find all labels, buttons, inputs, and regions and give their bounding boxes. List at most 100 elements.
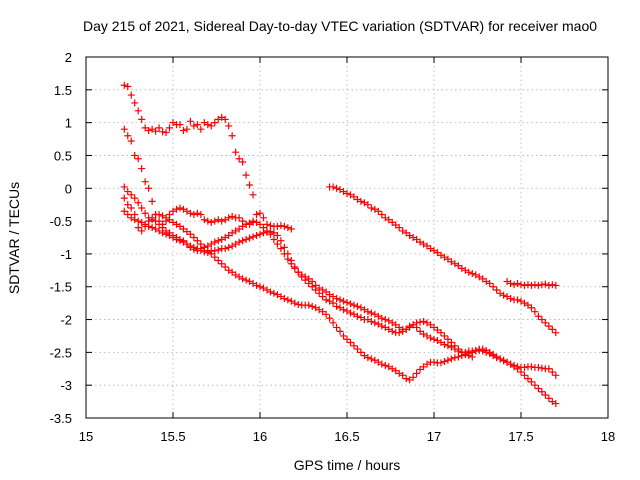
data-point [507, 360, 515, 368]
data-point [517, 281, 525, 289]
data-point [374, 207, 382, 215]
data-point [486, 279, 494, 287]
data-point [454, 353, 462, 361]
data-point [138, 115, 146, 123]
data-point [211, 253, 219, 261]
data-point [176, 121, 184, 129]
data-point [183, 125, 191, 133]
data-point [211, 238, 219, 246]
data-point [364, 201, 372, 209]
data-point [145, 127, 153, 135]
data-point [280, 250, 288, 258]
data-point [427, 334, 435, 342]
data-point [552, 371, 560, 379]
data-point [186, 230, 194, 238]
data-point [155, 211, 163, 219]
data-point [541, 391, 549, 399]
data-point [120, 183, 128, 191]
data-point [527, 281, 535, 289]
x-tick-label: 15 [79, 429, 93, 444]
data-point [127, 137, 135, 145]
data-point [124, 211, 132, 219]
data-point [531, 308, 539, 316]
data-point [207, 122, 215, 130]
data-point [440, 358, 448, 366]
data-point [197, 211, 205, 219]
data-point [155, 124, 163, 132]
data-point [413, 319, 421, 327]
data-point [190, 243, 198, 251]
data-point [211, 247, 219, 255]
data-point [235, 214, 243, 222]
data-point [249, 191, 257, 199]
data-point [514, 279, 522, 287]
series-arc-3 [120, 183, 560, 408]
data-point [218, 260, 226, 268]
data-point [159, 128, 167, 136]
y-tick-label: -1 [60, 247, 72, 262]
data-point [322, 296, 330, 304]
data-point [447, 339, 455, 347]
y-tick-label: 0.5 [54, 148, 72, 163]
data-point [294, 300, 302, 308]
data-point [172, 235, 180, 243]
data-point [246, 181, 254, 189]
data-point [461, 350, 469, 358]
data-point [367, 355, 375, 363]
data-point [287, 225, 295, 233]
data-point [120, 194, 128, 202]
y-tick-label: 0 [65, 181, 72, 196]
data-point [367, 318, 375, 326]
data-point [159, 229, 167, 237]
data-point [329, 299, 337, 307]
data-point [148, 224, 156, 232]
data-point [273, 240, 281, 248]
data-point [475, 346, 483, 354]
data-point [322, 310, 330, 318]
data-point [124, 188, 132, 196]
data-point [409, 373, 417, 381]
data-point [444, 342, 452, 350]
data-point [200, 216, 208, 224]
data-point [211, 119, 219, 127]
x-tick-label: 17 [427, 429, 441, 444]
data-point [280, 222, 288, 230]
y-tick-label: -0.5 [50, 214, 72, 229]
data-point [437, 359, 445, 367]
data-point [186, 242, 194, 250]
data-point [214, 237, 222, 245]
data-point [193, 209, 201, 217]
data-point [239, 237, 247, 245]
data-point [507, 295, 515, 303]
data-point [545, 322, 553, 330]
data-point [246, 234, 254, 242]
data-point [534, 384, 542, 392]
data-point [256, 220, 264, 228]
data-point [333, 184, 341, 192]
data-point [242, 276, 250, 284]
data-point [333, 302, 341, 310]
data-point [527, 378, 535, 386]
data-point [225, 243, 233, 251]
data-point [468, 353, 476, 361]
data-point [357, 348, 365, 356]
series-arc-6 [326, 183, 560, 337]
data-point [367, 204, 375, 212]
data-point [346, 309, 354, 317]
data-point [524, 375, 532, 383]
data-point [249, 233, 257, 241]
data-point [552, 281, 560, 289]
y-axis-label: SDTVAR / TECUs [6, 182, 22, 294]
data-point [190, 234, 198, 241]
data-point [514, 363, 522, 371]
data-point [138, 165, 146, 173]
data-point [340, 332, 348, 340]
data-point [197, 245, 205, 253]
data-point [207, 250, 215, 258]
data-point [430, 358, 438, 366]
data-point [531, 381, 539, 389]
data-point [468, 270, 476, 278]
data-point [284, 296, 292, 304]
data-point [193, 237, 201, 245]
data-point [538, 281, 546, 289]
